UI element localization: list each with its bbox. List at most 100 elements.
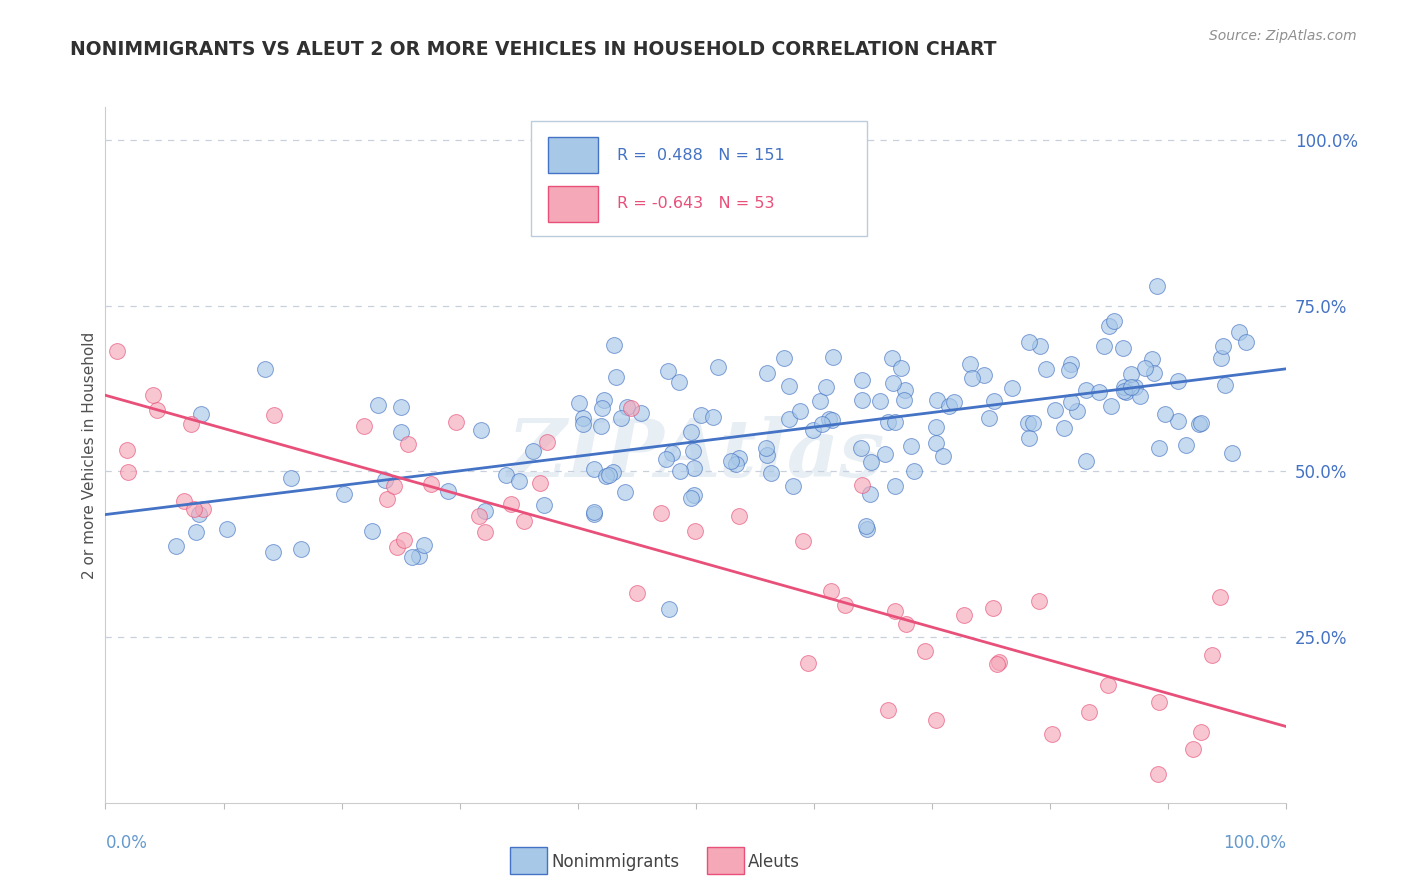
Point	[894, 617, 917, 632]
Point	[728, 508, 751, 523]
Point	[263, 408, 285, 422]
Text: R = -0.643   N = 53: R = -0.643 N = 53	[617, 196, 775, 211]
Point	[1028, 594, 1050, 608]
Point	[533, 498, 555, 512]
Point	[690, 409, 713, 423]
Point	[1167, 414, 1189, 428]
Point	[820, 413, 842, 427]
Point	[173, 493, 195, 508]
Point	[117, 466, 139, 480]
Point	[778, 379, 800, 393]
Point	[683, 488, 706, 502]
Point	[1074, 383, 1097, 397]
Point	[960, 371, 983, 385]
Point	[925, 392, 948, 407]
Point	[654, 451, 676, 466]
Point	[882, 376, 904, 391]
Point	[420, 477, 443, 491]
Point	[882, 351, 904, 365]
Point	[894, 383, 917, 397]
Point	[374, 473, 396, 487]
Point	[925, 420, 948, 434]
Point	[183, 502, 205, 516]
Point	[1043, 403, 1066, 417]
Point	[681, 425, 703, 439]
Point	[384, 479, 406, 493]
Point	[1112, 380, 1135, 394]
Point	[1112, 384, 1135, 399]
Point	[582, 508, 605, 522]
Point	[146, 403, 169, 417]
Point	[389, 425, 412, 439]
Point	[925, 436, 948, 450]
FancyBboxPatch shape	[548, 137, 598, 173]
Point	[142, 388, 165, 402]
Point	[572, 417, 595, 432]
Point	[568, 396, 591, 410]
Point	[1135, 361, 1157, 376]
Point	[1022, 417, 1045, 431]
Point	[165, 540, 187, 554]
Point	[817, 412, 839, 426]
Point	[591, 401, 613, 415]
Point	[1143, 366, 1166, 380]
Point	[1059, 357, 1081, 371]
Point	[536, 435, 558, 450]
Point	[782, 478, 804, 492]
Point	[952, 607, 974, 622]
Y-axis label: 2 or more Vehicles in Household: 2 or more Vehicles in Household	[82, 331, 97, 579]
Point	[1035, 362, 1057, 376]
Text: ZIPAtlas: ZIPAtlas	[508, 417, 884, 493]
Text: 100.0%: 100.0%	[1223, 834, 1286, 852]
Point	[1102, 314, 1125, 328]
Point	[1140, 351, 1163, 366]
Point	[849, 442, 872, 456]
Point	[1189, 725, 1212, 739]
Point	[884, 479, 907, 493]
Point	[1059, 394, 1081, 409]
Point	[470, 423, 492, 437]
Point	[1147, 441, 1170, 455]
Point	[1066, 404, 1088, 418]
Point	[501, 497, 523, 511]
Point	[772, 351, 794, 366]
Point	[959, 357, 981, 371]
Point	[184, 524, 207, 539]
Point	[1189, 416, 1212, 430]
Point	[884, 604, 907, 618]
Point	[1057, 362, 1080, 376]
Point	[495, 467, 517, 482]
Point	[610, 411, 633, 425]
Point	[1167, 374, 1189, 388]
Point	[508, 474, 530, 488]
Point	[593, 393, 616, 408]
Point	[1088, 385, 1111, 400]
Point	[389, 400, 412, 414]
Point	[1092, 339, 1115, 353]
Point	[682, 461, 704, 475]
Point	[180, 417, 202, 431]
Point	[869, 393, 891, 408]
Point	[626, 586, 648, 600]
Point	[1201, 648, 1223, 663]
Point	[605, 369, 627, 384]
Point	[702, 409, 724, 424]
Point	[683, 524, 706, 539]
Point	[187, 507, 209, 521]
Point	[1129, 389, 1152, 403]
Point	[614, 485, 637, 500]
Point	[789, 404, 811, 418]
Point	[1078, 706, 1101, 720]
Point	[1099, 399, 1122, 413]
Point	[602, 465, 624, 479]
Point	[412, 538, 434, 552]
Point	[1234, 335, 1257, 350]
Point	[1112, 341, 1135, 355]
Point	[728, 451, 751, 466]
Point	[755, 441, 778, 455]
Point	[821, 350, 844, 364]
Point	[1188, 417, 1211, 431]
Point	[943, 395, 966, 409]
Point	[620, 401, 643, 416]
Point	[1174, 438, 1197, 452]
